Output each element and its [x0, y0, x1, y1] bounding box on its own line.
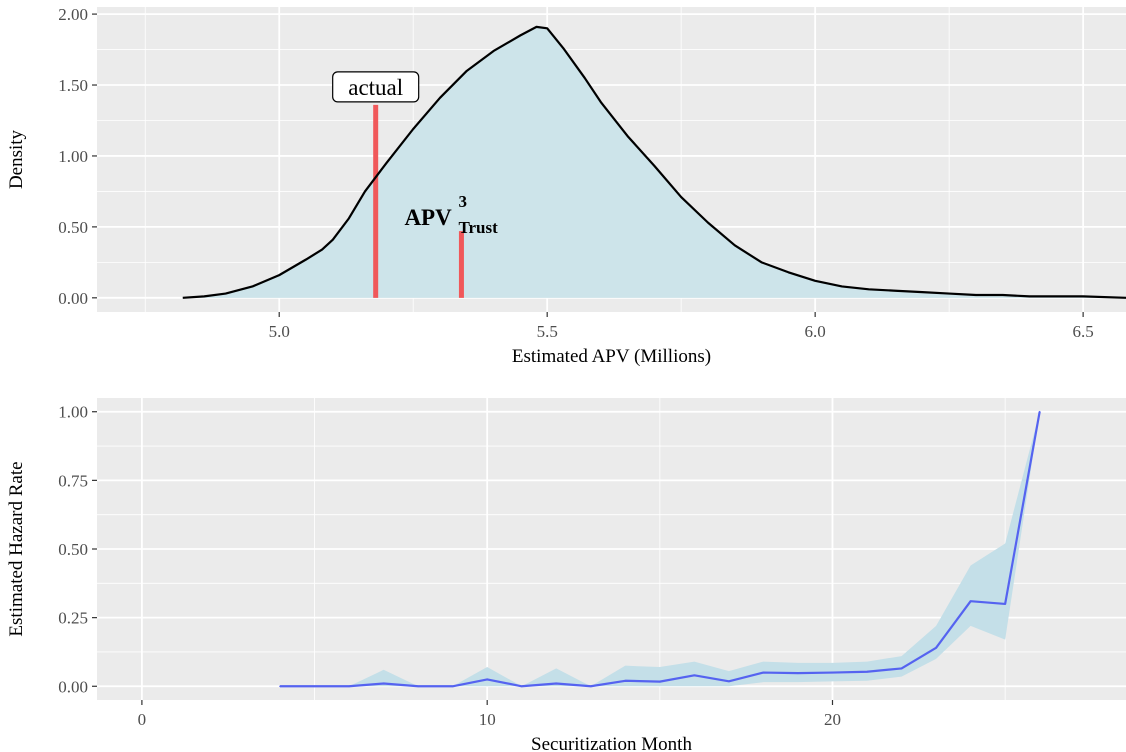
hazard-point: [797, 672, 799, 674]
x-tick-label: 6.0: [805, 322, 826, 341]
hazard-point: [486, 678, 488, 681]
hazard-point: [589, 685, 592, 688]
hazard-panel: 0 10 20 0.00 0.25 0.50 0.75 1.00 Securitization…: [6, 398, 1126, 752]
density-marks: actual APV 3 Trust: [182, 25, 1126, 299]
apv-trust-label: APV: [404, 205, 452, 230]
hazard-point: [1038, 410, 1041, 413]
actual-label-box: [332, 71, 420, 103]
hazard-point: [728, 680, 730, 683]
x-tick-label: 6.5: [1073, 322, 1094, 341]
hazard-point: [624, 679, 627, 682]
hazard-x-axis-title: Securitization Month: [531, 734, 692, 752]
hazard-point: [313, 685, 316, 688]
hazard-point: [348, 685, 350, 688]
density-y-axis-title: Density: [6, 129, 27, 189]
density-line: [182, 25, 1126, 299]
hazard-point: [831, 671, 834, 674]
y-tick-label: 0.00: [58, 289, 88, 308]
density-axes: 5.0 5.5 6.0 6.5 0.00 0.50 1.00 1.50 2.00: [58, 5, 1094, 341]
hazard-point: [693, 674, 696, 677]
y-tick-label: 0.50: [58, 540, 88, 559]
x-tick-label: 5.5: [537, 322, 558, 341]
y-tick-label: 1.50: [58, 76, 88, 95]
x-tick-label: 0: [138, 710, 147, 729]
y-tick-label: 2.00: [58, 5, 88, 24]
density-x-axis-title: Estimated APV (Millions): [512, 346, 711, 367]
actual-label: actual: [348, 75, 403, 100]
hazard-point: [659, 680, 661, 683]
hazard-point: [451, 685, 454, 688]
density-area: [182, 26, 1126, 298]
y-tick-label: 0.00: [58, 677, 88, 696]
hazard-marks: [279, 410, 1041, 688]
hazard-point: [555, 682, 558, 685]
hazard-point: [1004, 603, 1006, 605]
y-tick-label: 0.50: [58, 218, 88, 237]
hazard-axes: 0 10 20 0.00 0.25 0.50 0.75 1.00: [58, 403, 841, 729]
apv-trust-superscript: 3: [458, 192, 467, 211]
hazard-y-axis-title: Estimated Hazard Rate: [6, 461, 27, 636]
x-tick-label: 5.0: [269, 322, 290, 341]
y-tick-label: 0.75: [58, 471, 88, 490]
hazard-point: [866, 670, 868, 673]
hazard-point: [382, 682, 385, 685]
hazard-point: [762, 671, 765, 674]
hazard-point: [969, 600, 972, 602]
hazard-point: [935, 647, 937, 649]
apv-trust-subscript: Trust: [458, 218, 498, 237]
density-panel: actual APV 3 Trust 5.0 5.5 6.0 6.5 0.00 0.50 1.00…: [6, 5, 1126, 367]
hazard-point: [520, 685, 523, 688]
hazard-point: [417, 685, 419, 688]
hazard-point: [279, 685, 281, 688]
hazard-point: [900, 667, 903, 670]
y-tick-label: 0.25: [58, 609, 88, 628]
y-tick-label: 1.00: [58, 403, 88, 422]
x-tick-label: 20: [824, 710, 841, 729]
y-tick-label: 1.00: [58, 147, 88, 166]
x-tick-label: 10: [479, 710, 496, 729]
